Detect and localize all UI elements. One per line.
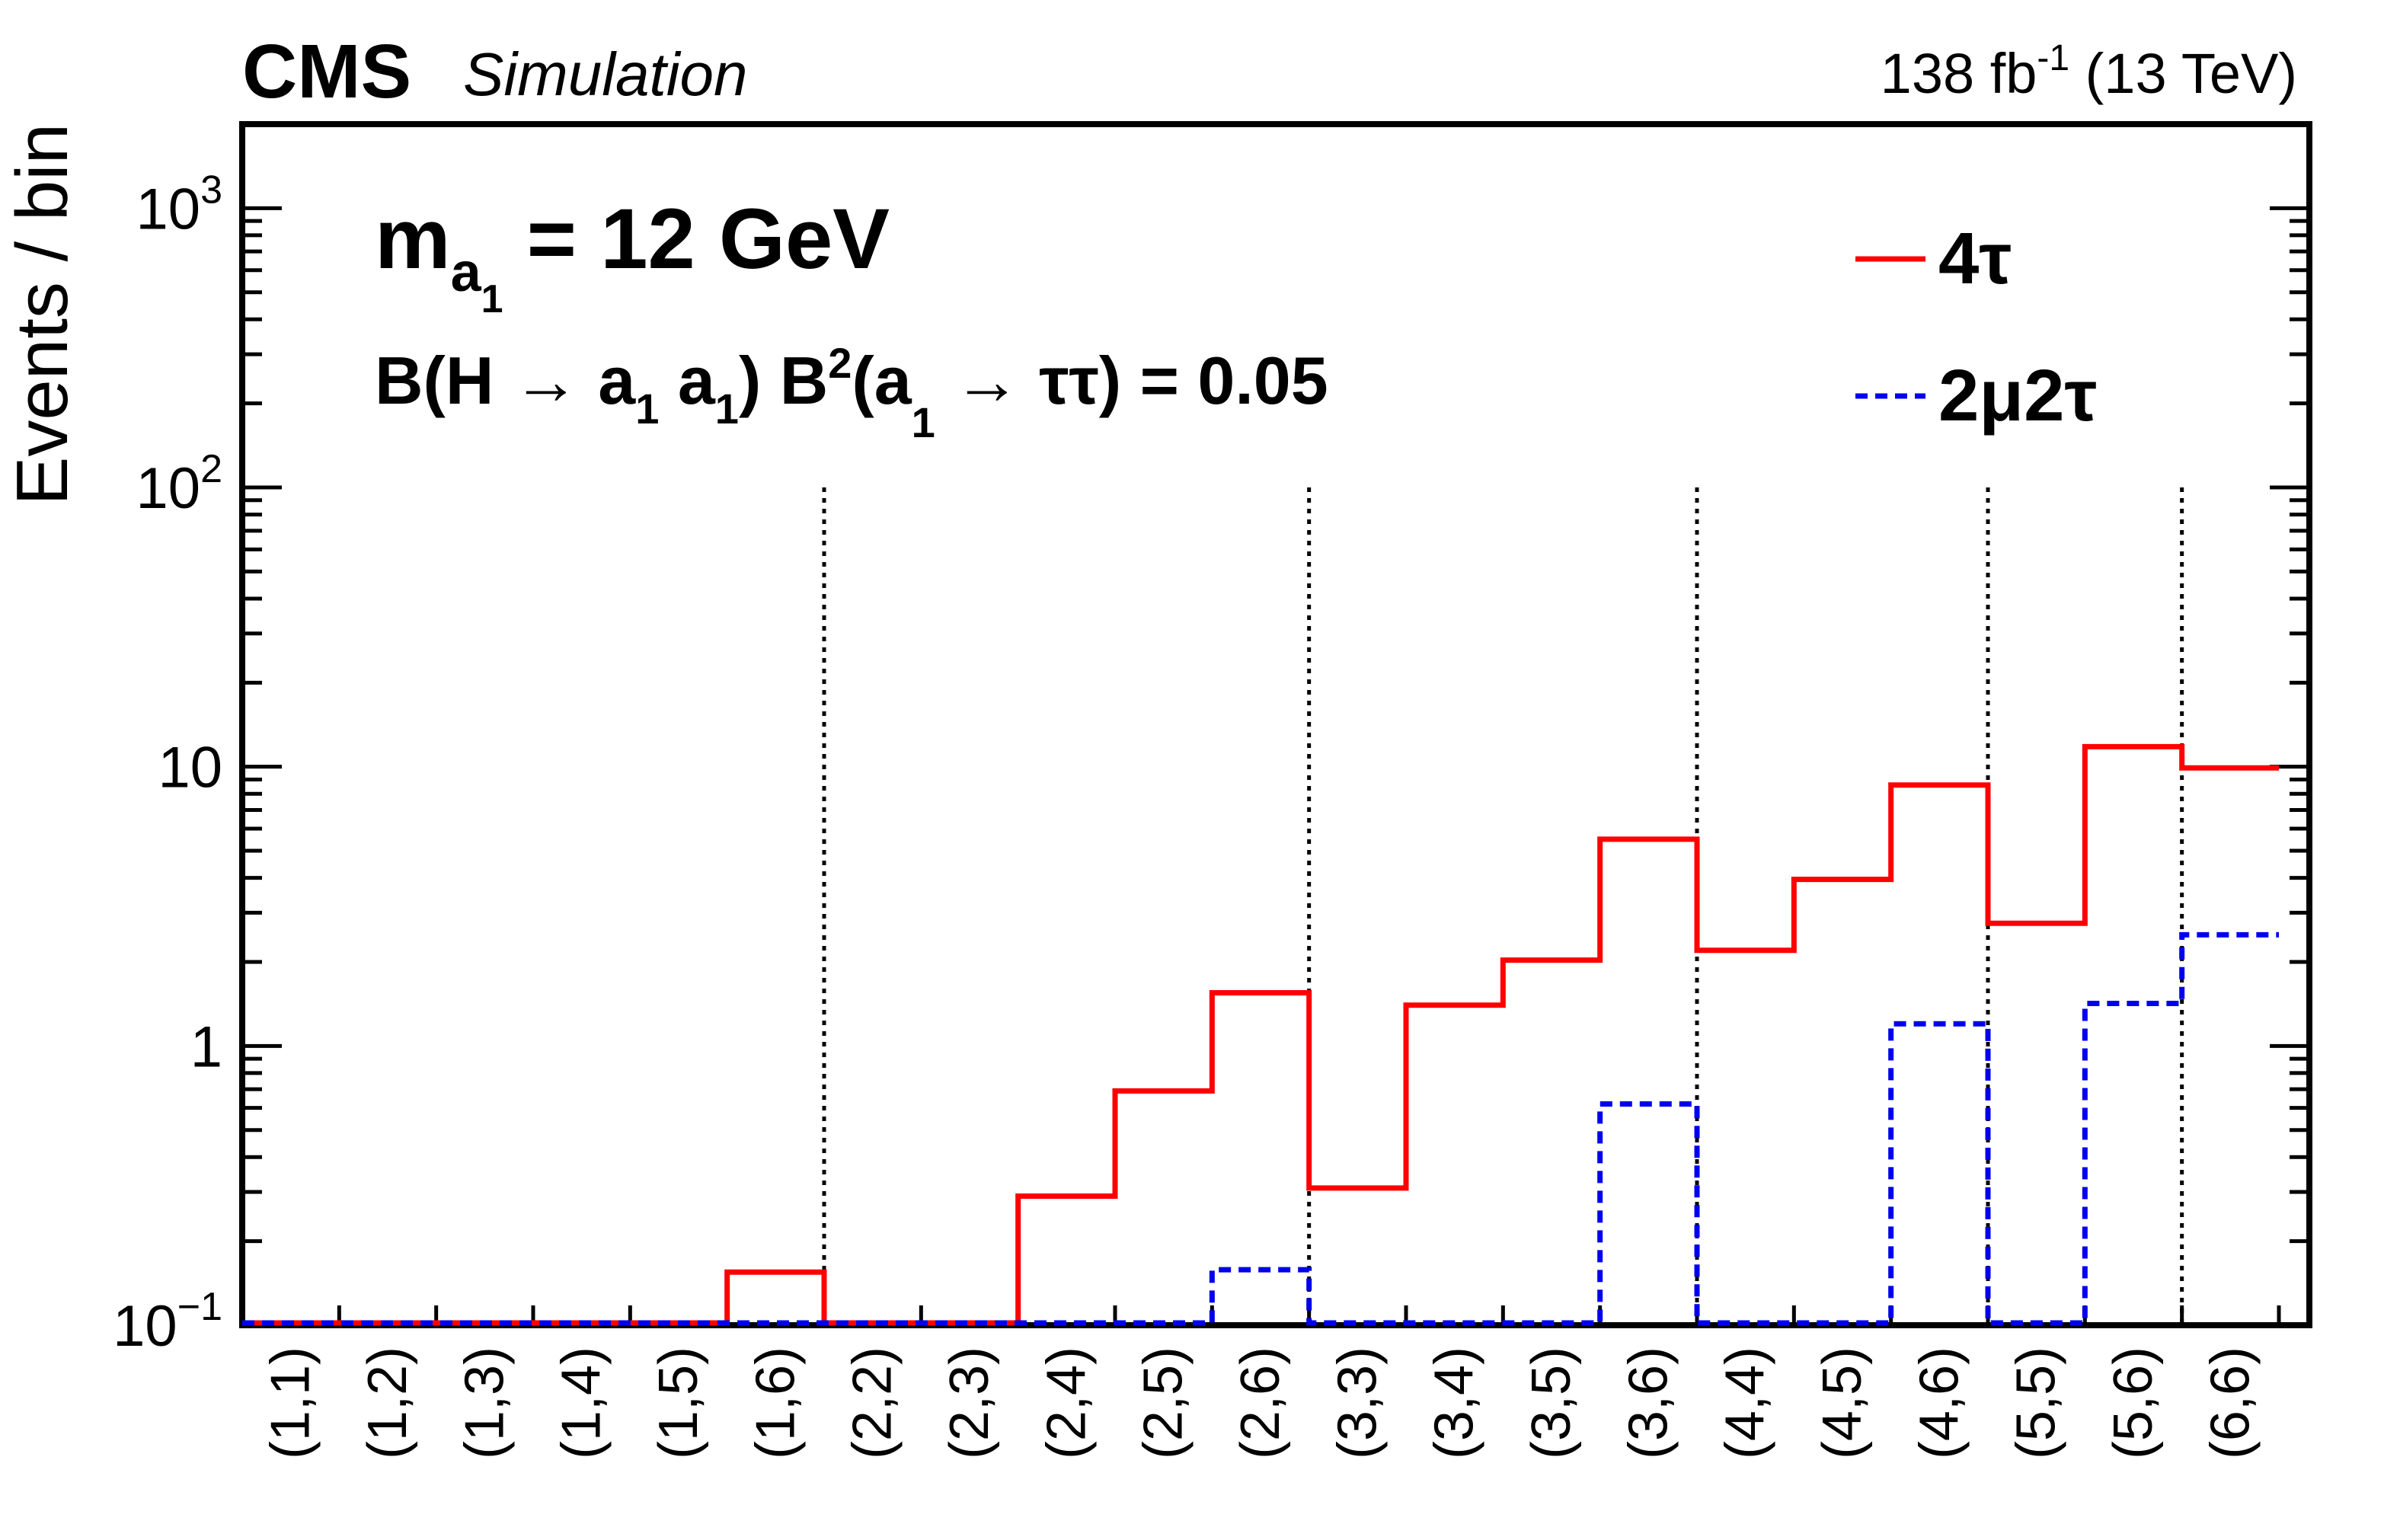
x-tick-label: (3,5) bbox=[1521, 1347, 1582, 1459]
x-tick-label: (4,6) bbox=[1909, 1347, 1970, 1459]
legend-2mu2tau-label: 2μ2τ bbox=[1938, 355, 2097, 436]
category-separators bbox=[822, 487, 2184, 1325]
series-4tau bbox=[242, 743, 2279, 1326]
y-tick-label: 103 bbox=[136, 168, 222, 241]
y-axis-label: Events / bin bbox=[2, 123, 83, 506]
x-tick-label: (1,4) bbox=[551, 1347, 612, 1459]
x-tick-label: (5,6) bbox=[2103, 1347, 2164, 1459]
x-tick-label: (3,3) bbox=[1327, 1347, 1388, 1459]
plot-frame bbox=[239, 121, 2312, 1328]
x-tick-label: (1,5) bbox=[648, 1347, 709, 1459]
x-tick-label: (2,5) bbox=[1133, 1347, 1194, 1459]
x-tick-label: (3,4) bbox=[1424, 1347, 1485, 1459]
y-tick-label: 10 bbox=[158, 736, 222, 800]
mass-annotation: ma1 = 12 GeV bbox=[375, 191, 890, 321]
series-2mu2tau bbox=[242, 931, 2279, 1326]
legend: 4τ 2μ2τ bbox=[1855, 218, 2097, 436]
x-tick-label: (1,1) bbox=[260, 1347, 321, 1459]
y-tick-label: 102 bbox=[136, 447, 222, 521]
x-tick-label: (4,4) bbox=[1715, 1347, 1776, 1459]
x-axis-ticks: (1,1) (1,2) (1,3) (1,4) (1,5) (1,6) (2,2) (2,3)… bbox=[240, 1305, 2281, 1459]
simulation-label: Simulation bbox=[463, 40, 748, 108]
y-tick-label: 10−1 bbox=[113, 1285, 222, 1359]
branching-ratio-annotation: B(H → a1 a1) B2(a1→ ττ) = 0.05 bbox=[375, 339, 1328, 446]
x-tick-label: (2,4) bbox=[1036, 1347, 1097, 1459]
x-tick-label: (1,2) bbox=[357, 1347, 418, 1459]
plot-border bbox=[239, 121, 2312, 1328]
x-tick-label: (2,3) bbox=[939, 1347, 1000, 1459]
x-tick-label: (5,5) bbox=[2006, 1347, 2067, 1459]
x-tick-label: (6,6) bbox=[2200, 1347, 2261, 1459]
legend-4tau-label: 4τ bbox=[1938, 218, 2012, 299]
x-tick-label: (3,6) bbox=[1618, 1347, 1679, 1459]
y-tick-label: 1 bbox=[190, 1014, 222, 1079]
x-tick-label: (1,6) bbox=[745, 1347, 806, 1459]
x-tick-label: (1,3) bbox=[454, 1347, 515, 1459]
lumi-label: 138 fb-1 (13 TeV) bbox=[1881, 38, 2297, 105]
y-axis-ticks: 10−1 1 10 102 103 bbox=[113, 122, 2309, 1359]
experiment-label: CMS bbox=[242, 29, 411, 114]
x-tick-label: (4,5) bbox=[1812, 1347, 1873, 1459]
series-lines bbox=[242, 743, 2279, 1326]
x-tick-label: (2,2) bbox=[842, 1347, 903, 1459]
x-tick-label: (2,6) bbox=[1230, 1347, 1291, 1459]
